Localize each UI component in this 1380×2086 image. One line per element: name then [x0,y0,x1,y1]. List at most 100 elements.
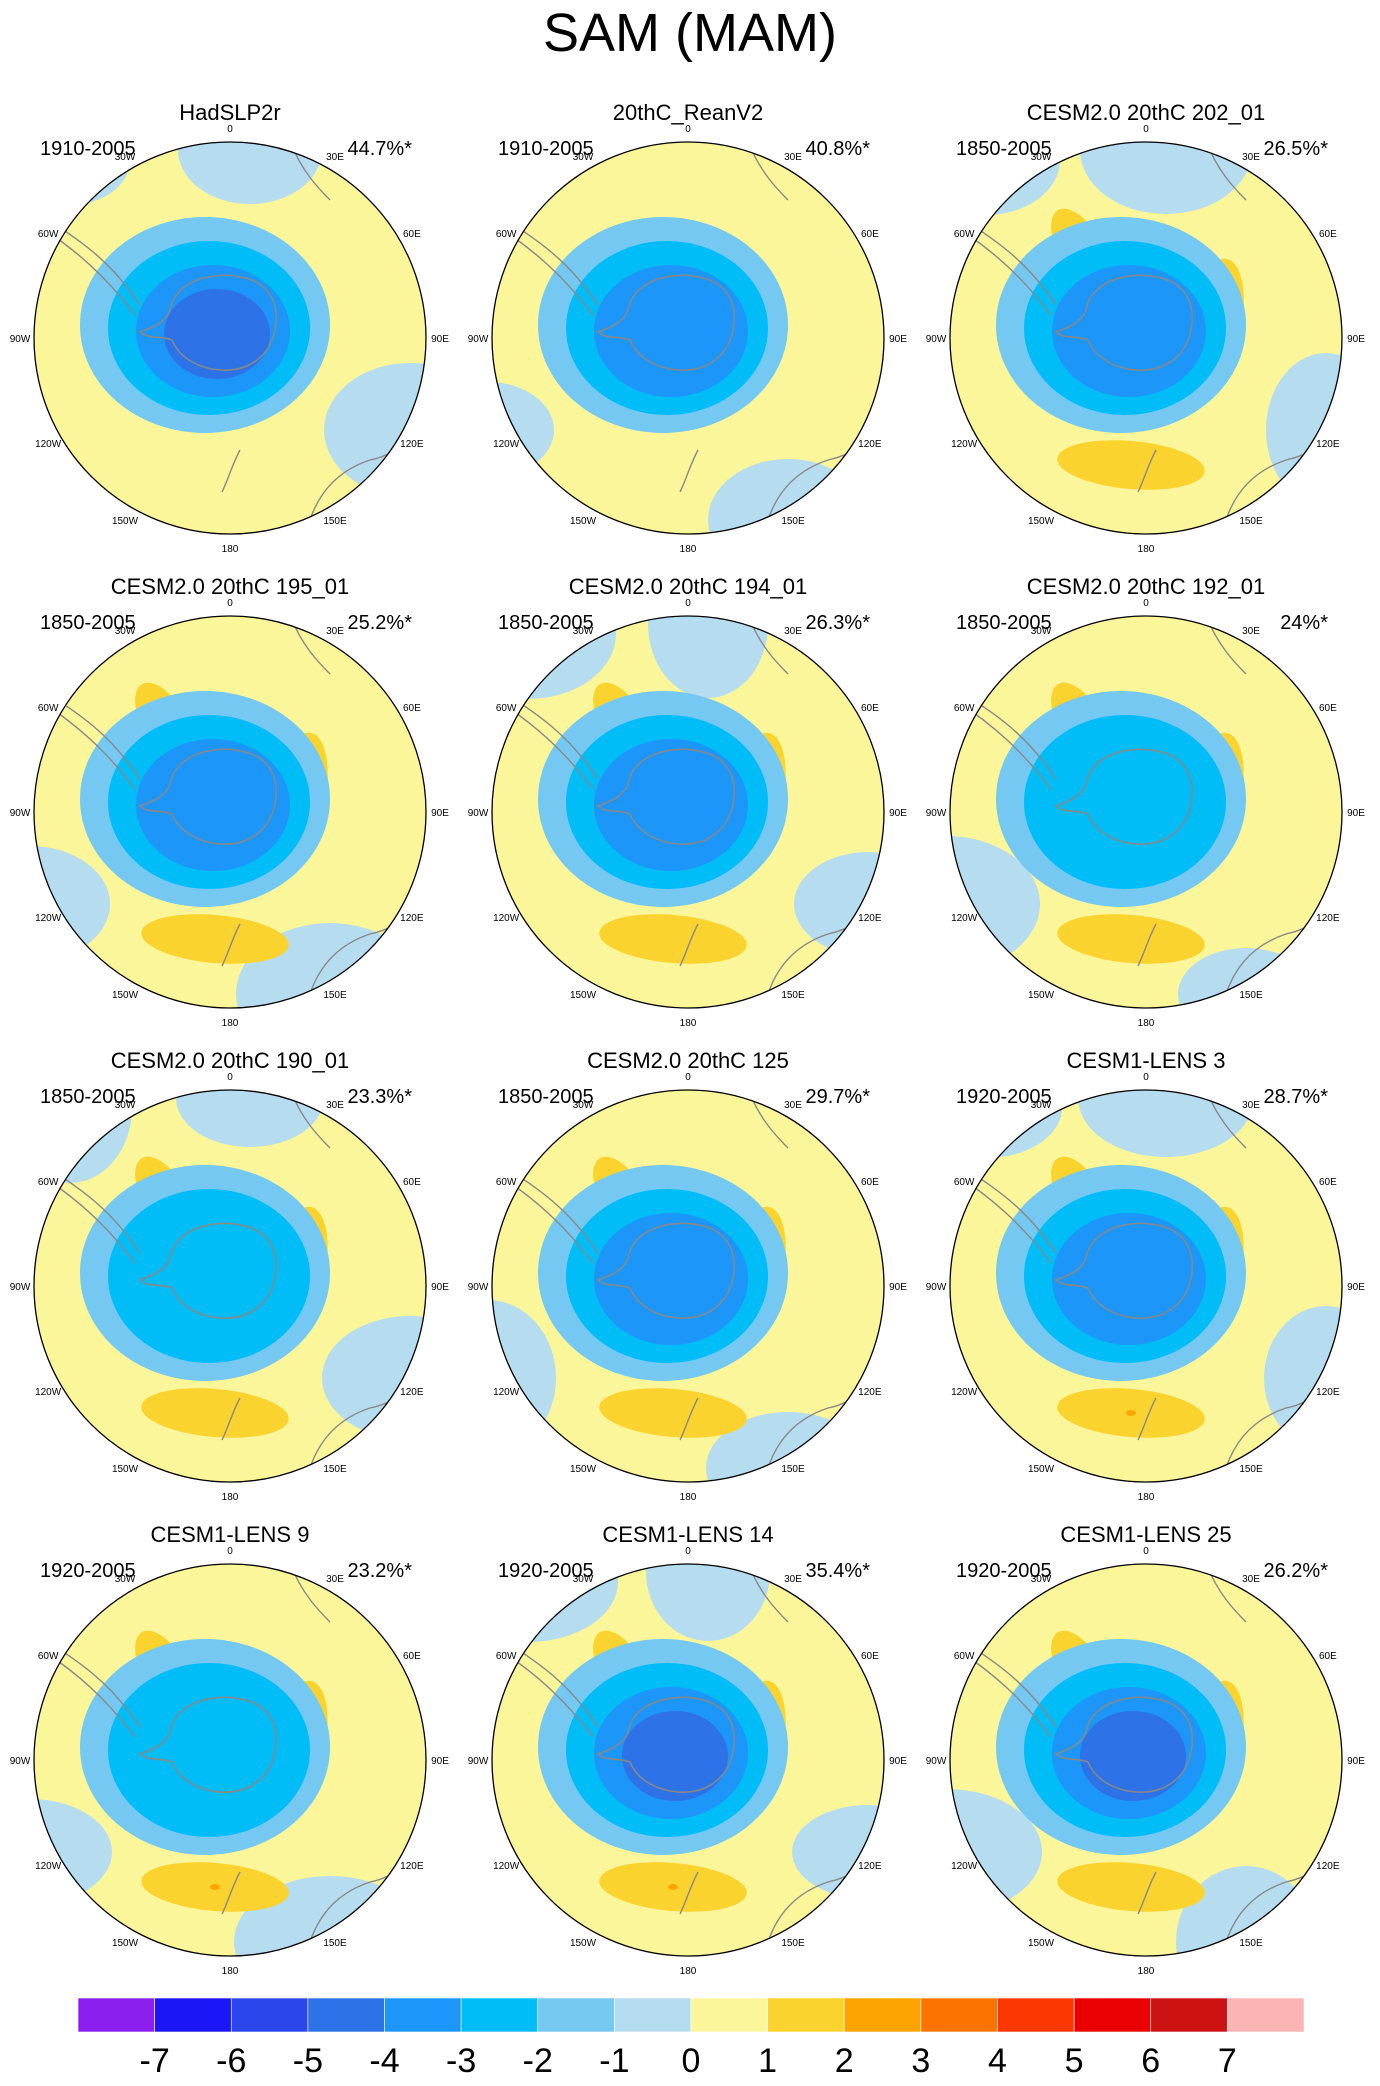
map-panel: 0 30E 60E 90E 120E 150E 180 150W 120W 90W 60W 30W CE… [916,100,1376,570]
longitude-label: 120E [400,1387,424,1398]
longitude-label: 0 [685,598,691,609]
longitude-label: 180 [1138,544,1155,555]
colorbar-swatch [1227,1997,1305,2033]
colorbar-label: -3 [446,2042,476,2080]
map-border [491,615,885,1009]
longitude-label: 90W [926,334,947,345]
longitude-label: 120E [858,1861,882,1872]
new-zealand-coastline [221,449,241,493]
polar-map: 0 30E 60E 90E 120E 150E 180 150W 120W 90W 60W 30W [468,1072,908,1503]
longitude-label: 150W [1028,990,1055,1001]
longitude-label: 90E [431,808,449,819]
longitude-label: 0 [227,598,233,609]
map-border [33,1563,427,1957]
antarctica-coastline [1054,274,1193,371]
polar-map: 0 30E 60E 90E 120E 150E 180 150W 120W 90W 60W 30W [10,598,450,1029]
polar-map: 0 30E 60E 90E 120E 150E 180 150W 120W 90W 60W 30W [468,1546,908,1977]
longitude-label: 120E [858,913,882,924]
longitude-label: 180 [222,1492,239,1503]
longitude-label: 0 [685,1546,691,1557]
map-panel: 0 30E 60E 90E 120E 150E 180 150W 120W 90W 60W 30W CE… [916,574,1376,1044]
panel-percent: 28.7%* [1263,1086,1329,1108]
map-border [491,1089,885,1483]
longitude-label: 0 [1143,1546,1149,1557]
longitude-label: 90W [468,1282,489,1293]
longitude-label: 150E [323,516,347,527]
polar-map: 0 30E 60E 90E 120E 150E 180 150W 120W 90W 60W 30W [926,598,1366,1029]
longitude-label: 60W [496,703,517,714]
map-panel: 0 30E 60E 90E 120E 150E 180 150W 120W 90W 60W 30W CE… [458,574,918,1044]
longitude-label: 60W [38,229,59,240]
map-panel: 0 30E 60E 90E 120E 150E 180 150W 120W 90W 60W 30W CE… [0,1522,460,1992]
longitude-label: 60E [403,229,421,240]
longitude-label: 90E [1347,808,1365,819]
negative-anomaly-patch [178,142,322,204]
panel-years: 1850-2005 [498,612,594,634]
longitude-label: 120E [1316,1861,1340,1872]
new-zealand-coastline [221,923,241,967]
new-zealand-coastline [1137,1871,1157,1915]
map-border [491,1563,885,1957]
colorbar-label: -2 [523,2042,553,2080]
longitude-label: 30E [326,1100,344,1111]
longitude-label: 30W [1031,626,1052,637]
colorbar-swatch [767,1997,845,2033]
longitude-label: 30W [115,1100,136,1111]
longitude-label: 120W [493,1861,520,1872]
colorbar-swatch [154,1997,232,2033]
longitude-label: 150W [1028,1464,1055,1475]
negative-anomaly-contour [594,1213,748,1345]
negative-anomaly-contour [1024,715,1226,889]
longitude-label: 60W [38,1651,59,1662]
positive-anomaly-blob [141,914,289,964]
longitude-label: 60E [403,1177,421,1188]
longitude-label: 90E [889,1756,907,1767]
colorbar-swatch [77,1997,155,2033]
negative-anomaly-patch [648,616,768,698]
antarctica-coastline [138,1696,277,1793]
new-zealand-coastline [1137,923,1157,967]
longitude-label: 30W [573,1574,594,1585]
chart-title: SAM (MAM) [543,3,837,63]
map-border [949,615,1343,1009]
negative-anomaly-patch [1080,142,1252,214]
colorbar-label: 4 [988,2042,1007,2080]
panel-percent: 25.2%* [347,612,413,634]
longitude-label: 60W [954,1651,975,1662]
antarctica-coastline [596,1222,735,1319]
panel-years: 1920-2005 [956,1560,1052,1582]
longitude-label: 30W [115,1574,136,1585]
panel-years: 1850-2005 [40,1086,136,1108]
new-zealand-coastline [679,923,699,967]
longitude-label: 60E [1319,1651,1337,1662]
longitude-label: 120W [951,1861,978,1872]
longitude-label: 180 [680,1966,697,1977]
longitude-label: 90E [889,334,907,345]
colorbar-label: 2 [835,2042,854,2080]
polar-map: 0 30E 60E 90E 120E 150E 180 150W 120W 90W 60W 30W [926,124,1366,555]
new-zealand-coastline [221,1397,241,1441]
new-zealand-coastline [679,1397,699,1441]
longitude-label: 60E [403,1651,421,1662]
longitude-label: 60W [496,1651,517,1662]
map-border [949,141,1343,535]
longitude-label: 150W [570,1938,597,1949]
antarctica-coastline [1054,1696,1193,1793]
longitude-label: 150W [112,1464,139,1475]
longitude-label: 30E [1242,1100,1260,1111]
longitude-label: 180 [222,1966,239,1977]
negative-anomaly-contour [108,1663,310,1837]
longitude-label: 60E [861,703,879,714]
antarctica-coastline [1054,748,1193,845]
antarctica-coastline [1054,1222,1193,1319]
panel-years: 1910-2005 [498,138,594,160]
longitude-label: 120W [35,913,62,924]
panel-title: 20thC_ReanV2 [612,100,764,125]
antarctica-coastline [138,748,277,845]
longitude-label: 150W [570,1464,597,1475]
colorbar-label: 7 [1218,2042,1237,2080]
longitude-label: 120E [1316,439,1340,450]
longitude-label: 150W [570,516,597,527]
longitude-label: 150E [323,1464,347,1475]
longitude-label: 30W [573,626,594,637]
